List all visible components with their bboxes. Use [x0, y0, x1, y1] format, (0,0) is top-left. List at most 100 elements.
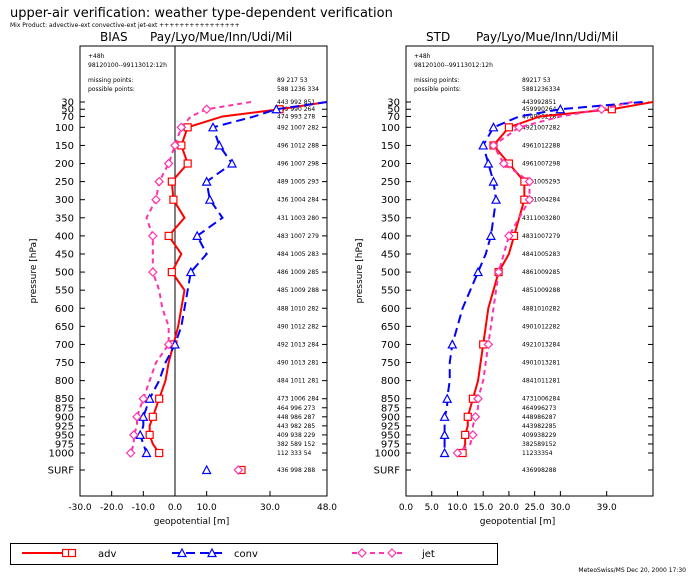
y-tick-label: 875	[381, 403, 400, 414]
series-marker-conv	[439, 411, 450, 421]
count-label: 11233354	[522, 450, 553, 457]
y-tick-label: 500	[381, 268, 400, 279]
x-tick-label: 0.0	[399, 503, 414, 513]
y-tick-label: 650	[55, 322, 74, 333]
y-tick-label: 900	[55, 412, 74, 423]
series-marker-adv	[155, 394, 164, 403]
count-label: 443982285	[522, 423, 557, 430]
x-tick-label: 10.0	[447, 503, 467, 513]
y-tick-label: 550	[55, 286, 74, 297]
count-label: 484 1011 281	[277, 378, 319, 385]
count-label: 4891005293	[522, 179, 560, 186]
count-label: 4851009288	[522, 287, 560, 294]
count-label: 448 986 287	[277, 414, 315, 421]
count-label: 4841005283	[522, 251, 560, 258]
count-label: 448986287	[522, 414, 557, 421]
legend-label-adv: adv	[98, 549, 116, 560]
series-line-conv	[139, 101, 328, 454]
series-marker-adv	[169, 195, 178, 204]
y-tick-label: 900	[381, 412, 400, 423]
count-label: 443 982 285	[277, 423, 315, 430]
count-label: 486 1009 285	[277, 269, 319, 276]
y-tick-label: 350	[55, 213, 74, 224]
y-tick-label: 925	[381, 421, 400, 432]
x-tick-label: 0.0	[168, 503, 183, 513]
series-marker-conv	[214, 140, 225, 150]
series-marker-jet	[147, 231, 158, 241]
series-marker-jet	[154, 176, 165, 187]
count-label: 485 1009 288	[277, 287, 319, 294]
y-tick-label: 50	[387, 105, 400, 116]
series-marker-jet	[151, 194, 161, 205]
series-marker-adv	[183, 159, 192, 168]
count-label: 496 1007 298	[277, 161, 319, 168]
count-label: 443992851	[522, 99, 557, 106]
series-marker-adv	[461, 430, 470, 440]
y-tick-label: 975	[381, 439, 400, 450]
count-label: 409938229	[522, 432, 557, 439]
y-tick-label: 400	[55, 231, 74, 242]
period-label: 98120100--99113012:12h	[88, 62, 167, 69]
chart-stations: Pay/Lyo/Mue/Inn/Udi/Mil	[476, 30, 618, 44]
y-tick-label: 450	[381, 249, 400, 260]
missing-points-values: 89 217 53	[277, 77, 308, 84]
count-label: 496 1012 288	[277, 142, 319, 149]
y-tick-label: 30	[387, 98, 400, 109]
count-label: 459 990 264	[277, 106, 315, 113]
series-marker-jet	[524, 176, 535, 187]
y-tick-label: 850	[55, 394, 74, 405]
series-marker-adv	[145, 430, 154, 440]
count-label: 382 589 152	[277, 441, 315, 448]
series-marker-jet	[176, 122, 187, 133]
plot-frame	[405, 45, 654, 497]
y-tick-label: 250	[55, 177, 74, 188]
series-marker-conv	[488, 176, 499, 186]
y-tick-label: 925	[55, 421, 74, 432]
count-label: 436 1004 284	[277, 197, 319, 204]
series-marker-adv	[504, 123, 514, 132]
legend-marker-conv	[207, 547, 217, 558]
legend-marker-conv	[177, 547, 187, 558]
x-tick-label: 48.0	[317, 503, 337, 513]
y-tick-label: 300	[55, 195, 74, 206]
y-tick-label: 750	[381, 358, 400, 369]
count-label: 488 1010 282	[277, 305, 319, 312]
series-marker-jet	[201, 104, 212, 115]
y-tick-label: 400	[381, 231, 400, 242]
x-tick-label: 5.0	[425, 503, 440, 513]
y-axis-label: pressure [hPa]	[355, 239, 365, 304]
forecast-step: +48h	[88, 53, 105, 60]
count-label: 4861009285	[522, 269, 560, 276]
y-tick-label: 350	[381, 213, 400, 224]
x-tick-label: 10.0	[197, 503, 217, 513]
series-marker-adv	[167, 267, 176, 277]
y-tick-label: 200	[55, 159, 74, 170]
series-marker-conv	[271, 103, 282, 114]
series-marker-adv	[164, 231, 173, 240]
series-marker-jet	[596, 104, 607, 115]
y-tick-label: 200	[381, 159, 400, 170]
page-title: upper-air verification: weather type-dep…	[10, 6, 393, 21]
count-label: 112 333 54	[277, 450, 312, 457]
series-marker-jet	[470, 411, 481, 422]
series-marker-conv	[485, 230, 496, 240]
x-tick-label: 25.0	[525, 503, 545, 513]
y-tick-label: 875	[55, 403, 74, 414]
y-tick-label: 650	[381, 322, 400, 333]
series-marker-conv	[208, 122, 218, 132]
y-tick-label: 950	[381, 430, 400, 441]
y-tick-label: 1000	[49, 449, 74, 460]
count-label: 409 938 229	[277, 432, 315, 439]
count-label: 474 993 278	[277, 113, 315, 120]
count-label: 436998288	[522, 467, 557, 474]
count-label: 436 998 288	[277, 467, 315, 474]
series-marker-conv	[185, 266, 196, 277]
series-marker-jet	[163, 158, 174, 169]
chart-panel-std: STD Pay/Lyo/Mue/Inn/Udi/Mil +48h 98120100--…	[355, 30, 654, 527]
y-tick-label: 300	[381, 195, 400, 206]
series-marker-jet	[125, 448, 136, 458]
series-marker-conv	[227, 158, 237, 168]
count-label: 382589152	[522, 441, 557, 448]
count-label: 490 1012 282	[277, 323, 319, 330]
